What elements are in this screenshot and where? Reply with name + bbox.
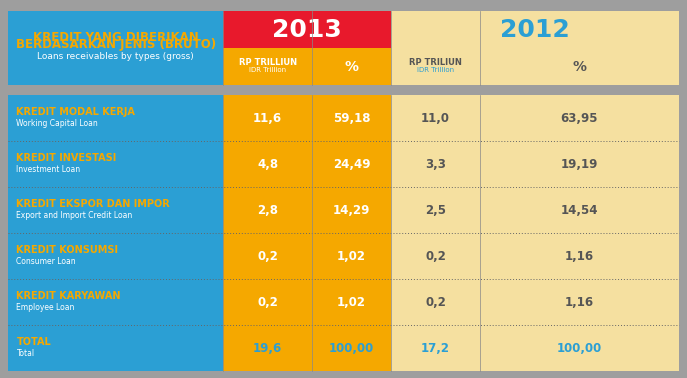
Text: 0,2: 0,2 bbox=[425, 250, 446, 263]
Text: IDR Trillion: IDR Trillion bbox=[417, 67, 454, 73]
Bar bbox=[8, 279, 223, 325]
Text: Investment Loan: Investment Loan bbox=[16, 164, 80, 174]
Bar bbox=[391, 233, 679, 279]
Bar bbox=[223, 325, 391, 371]
Text: RP TRILIUN: RP TRILIUN bbox=[409, 57, 462, 67]
Text: 0,2: 0,2 bbox=[257, 296, 278, 309]
Text: Consumer Loan: Consumer Loan bbox=[16, 257, 76, 266]
Bar bbox=[223, 279, 391, 325]
Text: 100,00: 100,00 bbox=[329, 342, 374, 355]
Text: 24,49: 24,49 bbox=[333, 158, 370, 171]
Text: KREDIT KONSUMSI: KREDIT KONSUMSI bbox=[16, 245, 118, 255]
Bar bbox=[391, 279, 679, 325]
Text: BERDASARKAN JENIS (BRUTO): BERDASARKAN JENIS (BRUTO) bbox=[16, 38, 216, 51]
Text: KREDIT KARYAWAN: KREDIT KARYAWAN bbox=[16, 291, 121, 301]
Text: 19,19: 19,19 bbox=[561, 158, 598, 171]
Bar bbox=[223, 11, 391, 48]
Text: 14,54: 14,54 bbox=[561, 204, 598, 217]
Bar bbox=[8, 141, 223, 187]
Text: 11,6: 11,6 bbox=[253, 112, 282, 125]
Text: Working Capital Loan: Working Capital Loan bbox=[16, 119, 98, 128]
Text: KREDIT MODAL KERJA: KREDIT MODAL KERJA bbox=[16, 107, 135, 117]
Text: RP TRILLIUN: RP TRILLIUN bbox=[238, 57, 297, 67]
Bar bbox=[8, 95, 223, 141]
Bar bbox=[8, 325, 223, 371]
Bar bbox=[223, 187, 391, 233]
Text: 19,6: 19,6 bbox=[253, 342, 282, 355]
Text: 1,16: 1,16 bbox=[565, 296, 594, 309]
Text: Loans receivables by types (gross): Loans receivables by types (gross) bbox=[37, 52, 194, 61]
Text: 2012: 2012 bbox=[500, 18, 570, 42]
Text: IDR Trillion: IDR Trillion bbox=[249, 67, 286, 73]
Bar bbox=[8, 11, 223, 85]
Bar bbox=[391, 325, 679, 371]
Text: 3,3: 3,3 bbox=[425, 158, 446, 171]
Bar bbox=[391, 95, 679, 141]
Text: 1,02: 1,02 bbox=[337, 296, 366, 309]
Text: %: % bbox=[345, 60, 359, 74]
Text: 2,5: 2,5 bbox=[425, 204, 446, 217]
Bar bbox=[223, 233, 391, 279]
Text: 1,16: 1,16 bbox=[565, 250, 594, 263]
Text: 2,8: 2,8 bbox=[257, 204, 278, 217]
Text: KREDIT EKSPOR DAN IMPOR: KREDIT EKSPOR DAN IMPOR bbox=[16, 199, 170, 209]
Bar bbox=[223, 48, 391, 85]
Text: %: % bbox=[572, 60, 586, 74]
Bar bbox=[8, 85, 679, 95]
Bar bbox=[8, 233, 223, 279]
Text: 14,29: 14,29 bbox=[333, 204, 370, 217]
Bar bbox=[223, 95, 391, 141]
Bar bbox=[391, 141, 679, 187]
Text: 100,00: 100,00 bbox=[556, 342, 602, 355]
Text: TOTAL: TOTAL bbox=[16, 337, 52, 347]
Text: KREDIT YANG DIBERIKAN: KREDIT YANG DIBERIKAN bbox=[33, 31, 199, 44]
Bar bbox=[223, 141, 391, 187]
Text: 1,02: 1,02 bbox=[337, 250, 366, 263]
Text: 0,2: 0,2 bbox=[257, 250, 278, 263]
Text: 59,18: 59,18 bbox=[333, 112, 370, 125]
Text: 17,2: 17,2 bbox=[421, 342, 450, 355]
Text: KREDIT INVESTASI: KREDIT INVESTASI bbox=[16, 153, 117, 163]
Bar bbox=[391, 11, 679, 85]
Text: 2013: 2013 bbox=[272, 18, 342, 42]
Text: 4,8: 4,8 bbox=[257, 158, 278, 171]
Text: 63,95: 63,95 bbox=[561, 112, 598, 125]
Text: 11,0: 11,0 bbox=[421, 112, 450, 125]
Text: Export and Import Credit Loan: Export and Import Credit Loan bbox=[16, 211, 133, 220]
Text: Employee Loan: Employee Loan bbox=[16, 303, 75, 311]
Text: 0,2: 0,2 bbox=[425, 296, 446, 309]
Bar bbox=[391, 187, 679, 233]
Text: Total: Total bbox=[16, 349, 34, 358]
Bar bbox=[8, 187, 223, 233]
